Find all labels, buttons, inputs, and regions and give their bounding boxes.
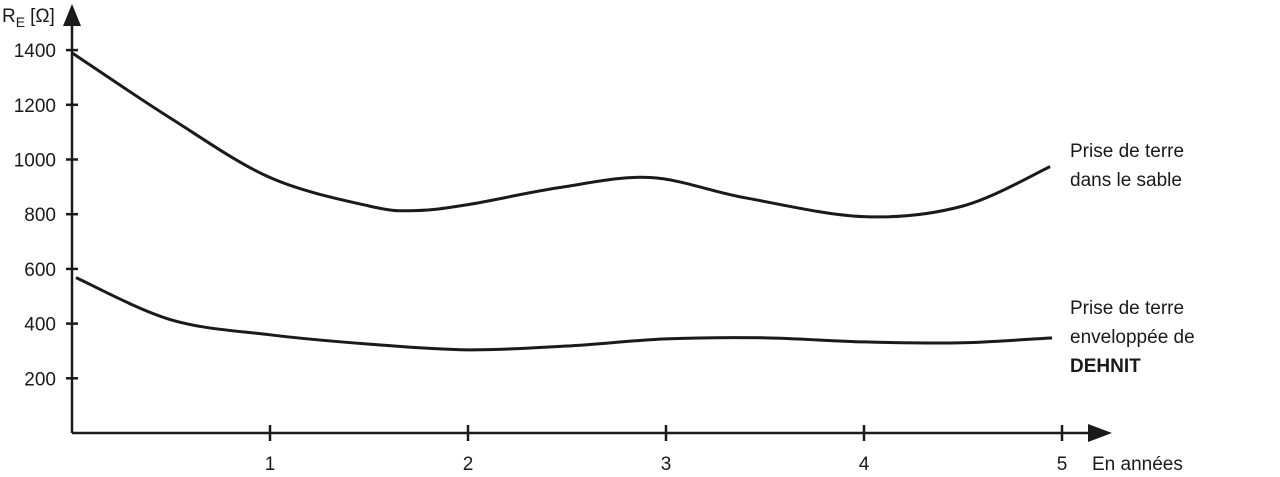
y-axis-arrow [63, 4, 81, 26]
series-line-0 [71, 51, 1051, 219]
series-line-1 [75, 276, 1053, 352]
x-tick-label: 1 [265, 454, 276, 475]
x-axis: En années [72, 424, 1183, 475]
y-tick-label: 1000 [14, 151, 56, 172]
series-label: DEHNIT [1070, 356, 1141, 377]
series-label: dans le sable [1070, 170, 1182, 191]
y-tick-label: 600 [24, 260, 56, 281]
x-axis-label: En années [1092, 454, 1183, 475]
series-label: Prise de terre [1070, 141, 1184, 162]
y-tick-label: 400 [24, 315, 56, 336]
y-axis: RE [Ω] [2, 4, 81, 433]
x-axis-arrow [1088, 424, 1112, 442]
series-label: Prise de terre [1070, 298, 1184, 319]
y-tick-label: 200 [24, 369, 56, 390]
y-tick-label: 1400 [14, 41, 56, 62]
x-tick-label: 3 [661, 454, 672, 475]
series-label: enveloppée de [1070, 327, 1195, 348]
x-tick-label: 4 [859, 454, 870, 475]
x-tick-label: 2 [463, 454, 474, 475]
y-tick-label: 800 [24, 205, 56, 226]
y-axis-label: RE [Ω] [2, 6, 55, 30]
x-tick-label: 5 [1057, 454, 1068, 475]
y-tick-label: 1200 [14, 96, 56, 117]
